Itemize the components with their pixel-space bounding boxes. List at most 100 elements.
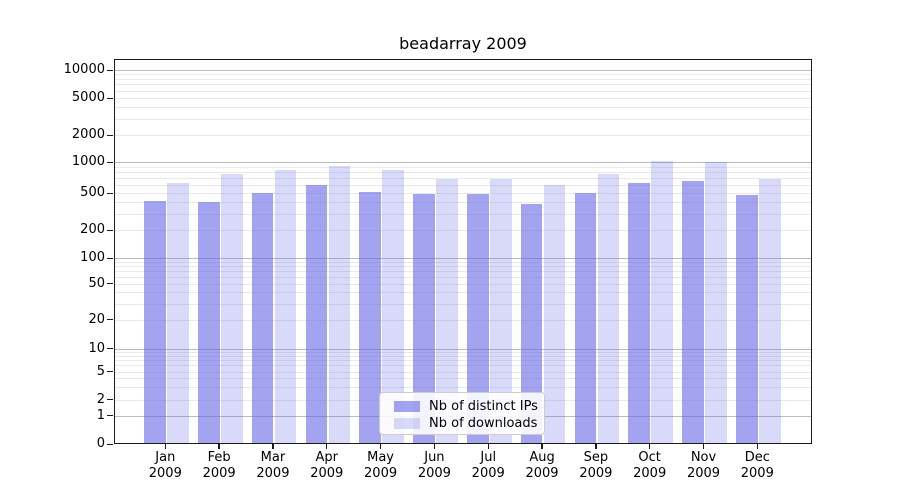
gridline-2000: [115, 135, 811, 136]
gridline-90: [115, 261, 811, 263]
y-tick-label-1000: 1000: [71, 154, 105, 169]
gridline-50: [115, 283, 811, 285]
x-label-month: Jun: [424, 450, 445, 465]
y-tick-200: [107, 229, 113, 231]
x-tick-dec: [756, 444, 758, 449]
x-tick-label-sep: Sep 2009: [564, 450, 628, 482]
x-label-year: 2009: [525, 466, 559, 481]
x-tick-label-dec: Dec 2009: [725, 450, 789, 482]
gridline-4000: [115, 107, 811, 108]
bar-downloads-may: [382, 169, 404, 443]
x-label-month: Mar: [260, 450, 286, 465]
y-tick-label-50: 50: [88, 275, 105, 291]
x-tick-mar: [272, 444, 274, 449]
x-label-month: Feb: [207, 450, 231, 465]
x-label-year: 2009: [310, 466, 344, 481]
gridline-300: [115, 213, 811, 215]
plot-area: Nb of distinct IPs Nb of downloads: [114, 59, 812, 444]
y-tick-2000: [107, 134, 113, 136]
y-tick-label-5000: 5000: [71, 90, 105, 105]
y-tick-2: [107, 399, 113, 401]
y-tick-label-10000: 10000: [63, 62, 105, 77]
y-tick-label-200: 200: [80, 222, 105, 237]
x-tick-label-aug: Aug 2009: [510, 450, 574, 482]
gridline-40: [115, 292, 811, 294]
bar-downloads-sep: [597, 174, 620, 443]
y-tick-label-2000: 2000: [71, 127, 105, 142]
bar-distinct-ips-jan: [144, 201, 166, 443]
bar-distinct-ips-dec: [736, 195, 758, 443]
bar-distinct-ips-oct: [628, 183, 651, 443]
x-label-year: 2009: [256, 466, 290, 481]
gridline-7: [115, 360, 811, 362]
bar-distinct-ips-sep: [574, 193, 597, 443]
y-tick-10: [107, 348, 113, 350]
x-tick-jun: [433, 444, 436, 449]
gridline-4: [115, 378, 811, 380]
x-label-year: 2009: [471, 466, 505, 481]
x-label-year: 2009: [579, 466, 613, 481]
gridline-30: [115, 303, 811, 305]
y-tick-label-2: 2: [96, 391, 105, 407]
legend: Nb of distinct IPs Nb of downloads: [379, 392, 545, 435]
x-label-month: Aug: [529, 450, 555, 465]
x-label-year: 2009: [417, 466, 451, 481]
x-label-year: 2009: [202, 466, 236, 481]
y-tick-0: [107, 443, 113, 445]
gridline-5000: [115, 98, 811, 99]
y-tick-5000: [107, 97, 113, 99]
x-tick-label-mar: Mar 2009: [241, 450, 305, 482]
legend-label-distinct-ips: Nb of distinct IPs: [429, 398, 538, 414]
gridline-8000: [115, 79, 811, 80]
x-label-month: Dec: [744, 450, 770, 465]
gridline-800: [115, 171, 811, 173]
y-tick-label-20: 20: [88, 311, 105, 327]
bar-distinct-ips-may: [359, 192, 381, 443]
x-tick-sep: [595, 444, 597, 449]
y-tick-50: [107, 283, 113, 285]
y-tick-label-100: 100: [80, 250, 105, 265]
gridline-100: [115, 258, 811, 259]
x-tick-aug: [541, 444, 543, 449]
x-label-year: 2009: [686, 466, 721, 481]
legend-item-downloads: Nb of downloads: [394, 415, 544, 432]
y-tick-10000: [107, 69, 113, 71]
bar-downloads-jul: [490, 179, 512, 443]
gridline-5: [115, 371, 811, 373]
y-tick-label-5: 5: [96, 363, 105, 379]
gridline-400: [115, 202, 811, 203]
bar-distinct-ips-nov: [682, 180, 704, 443]
bar-downloads-jan: [167, 183, 189, 443]
gridline-3: [115, 387, 811, 389]
x-tick-feb: [218, 444, 220, 449]
bar-distinct-ips-jun: [413, 194, 435, 443]
x-tick-apr: [326, 444, 328, 449]
x-tick-oct: [648, 444, 651, 449]
gridline-700: [115, 177, 811, 179]
bar-distinct-ips-feb: [197, 201, 220, 443]
bar-downloads-feb: [220, 173, 243, 443]
gridline-600: [115, 184, 811, 186]
x-tick-label-jul: Jul 2009: [456, 450, 520, 482]
bar-downloads-aug: [543, 184, 566, 443]
x-tick-label-apr: Apr 2009: [295, 450, 359, 482]
gridline-20: [115, 319, 811, 321]
bar-distinct-ips-jul: [467, 194, 489, 443]
x-tick-jan: [164, 444, 166, 449]
gridline-7000: [115, 84, 811, 86]
bar-downloads-dec: [759, 179, 781, 443]
y-tick-1: [107, 415, 113, 417]
y-tick-500: [107, 192, 113, 194]
bar-downloads-mar: [274, 169, 297, 443]
x-label-year: 2009: [633, 466, 667, 481]
y-tick-20: [107, 319, 113, 321]
x-label-month: Apr: [315, 450, 339, 465]
gridline-70: [115, 271, 811, 273]
x-tick-label-oct: Oct 2009: [618, 450, 682, 482]
bar-downloads-apr: [328, 166, 351, 443]
y-tick-1000: [107, 161, 113, 163]
bar-distinct-ips-mar: [251, 192, 274, 443]
x-tick-may: [379, 444, 382, 449]
x-label-month: Sep: [583, 450, 609, 465]
y-tick-5: [107, 371, 113, 373]
